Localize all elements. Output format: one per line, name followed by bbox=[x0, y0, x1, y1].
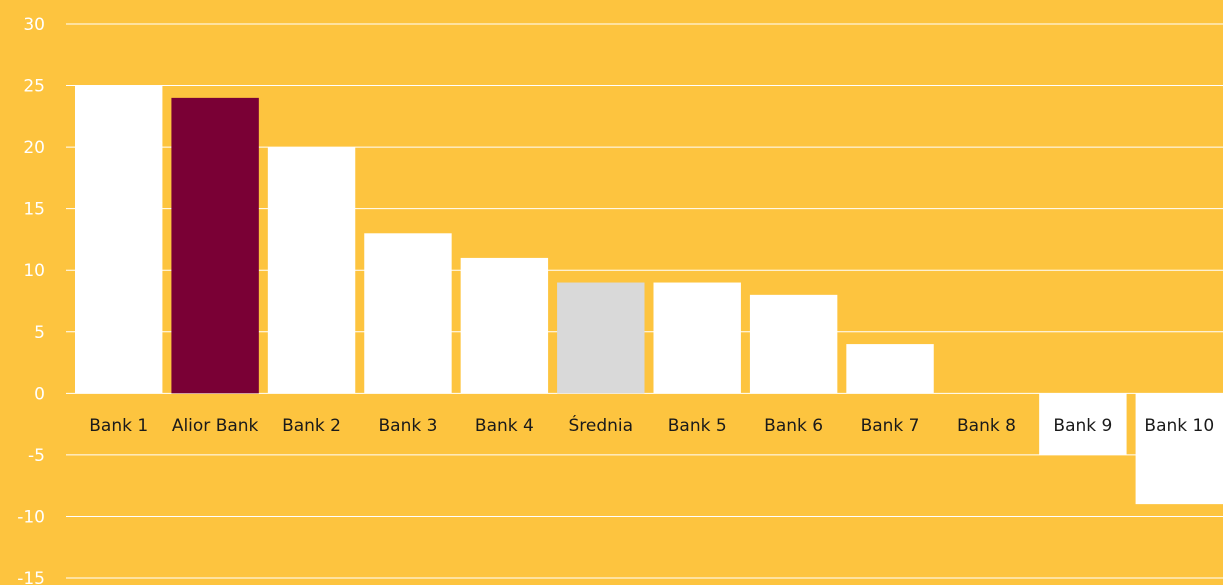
bar bbox=[75, 85, 163, 394]
y-tick-label: 0 bbox=[34, 384, 45, 404]
y-tick-label: 20 bbox=[23, 138, 45, 158]
y-tick-label: 30 bbox=[23, 15, 45, 35]
bar bbox=[846, 344, 934, 394]
bar bbox=[171, 97, 259, 394]
category-label: Średnia bbox=[569, 414, 634, 436]
bar bbox=[460, 257, 549, 394]
bar bbox=[1135, 393, 1223, 505]
category-label: Bank 8 bbox=[957, 416, 1016, 436]
bars bbox=[75, 85, 1223, 505]
category-label: Bank 10 bbox=[1144, 416, 1214, 436]
category-label: Alior Bank bbox=[172, 416, 259, 436]
y-tick-label: -5 bbox=[28, 446, 45, 466]
category-label: Bank 6 bbox=[764, 416, 823, 436]
category-labels: Bank 1 Alior Bank Bank 2 Bank 3 Bank 4 Średni… bbox=[89, 414, 1214, 436]
y-tick-label: -10 bbox=[17, 507, 45, 527]
bar bbox=[364, 233, 452, 394]
category-label: Bank 1 bbox=[89, 416, 148, 436]
y-tick-label: 10 bbox=[23, 261, 45, 281]
y-tick-label: 25 bbox=[23, 77, 45, 97]
bar bbox=[267, 147, 356, 394]
bar bbox=[653, 282, 741, 394]
category-label: Bank 2 bbox=[282, 416, 341, 436]
y-tick-label: 15 bbox=[23, 200, 45, 220]
category-label: Bank 7 bbox=[861, 416, 920, 436]
y-axis-tick-labels: 30 25 20 15 10 5 0 -5 -10 -15 bbox=[17, 15, 45, 585]
category-label: Bank 3 bbox=[378, 416, 437, 436]
category-label: Bank 4 bbox=[475, 416, 534, 436]
category-label: Bank 9 bbox=[1053, 416, 1112, 436]
category-label: Bank 5 bbox=[668, 416, 727, 436]
y-tick-label: 5 bbox=[34, 323, 45, 343]
bar bbox=[557, 282, 645, 394]
bar bbox=[1039, 393, 1127, 455]
y-tick-label: -15 bbox=[17, 569, 45, 585]
bar bbox=[749, 294, 838, 394]
